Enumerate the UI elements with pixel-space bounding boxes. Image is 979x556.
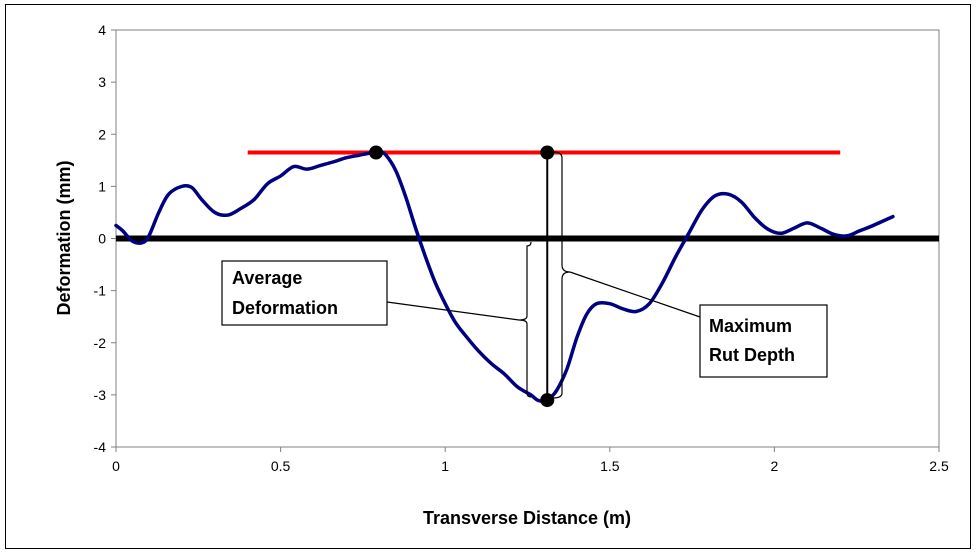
y-tick-label: -3 <box>94 387 107 403</box>
y-tick-label: 0 <box>98 231 106 247</box>
x-tick-label: 1 <box>441 458 449 474</box>
y-tick-label: 4 <box>98 22 106 38</box>
max-rut-depth-annotation: Maximum Rut Depth <box>699 304 828 378</box>
y-axis: -4 -3 -2 -1 0 1 2 3 4 <box>94 22 116 455</box>
x-axis: 0 0.5 1 1.5 2 2.5 <box>112 447 949 474</box>
x-tick-label: 1.5 <box>600 458 620 474</box>
average-deformation-brace <box>518 241 532 398</box>
x-tick-label: 2 <box>771 458 779 474</box>
x-tick-label: 2.5 <box>929 458 949 474</box>
data-marker <box>540 145 555 160</box>
y-tick-label: 2 <box>98 126 106 142</box>
markers <box>369 145 555 408</box>
y-tick-label: -4 <box>94 439 107 455</box>
y-tick-label: 3 <box>98 74 106 90</box>
average-deformation-annotation: Average Deformation <box>221 260 388 326</box>
y-tick-label: -2 <box>94 335 107 351</box>
x-axis-title: Transverse Distance (m) <box>423 508 631 528</box>
annotation-box <box>221 260 388 326</box>
y-tick-label: -1 <box>94 283 107 299</box>
max-rut-depth-leader <box>569 271 701 318</box>
data-marker <box>369 145 384 160</box>
x-tick-label: 0.5 <box>271 458 291 474</box>
data-marker <box>540 393 555 408</box>
annotation-line: Rut Depth <box>709 345 795 365</box>
annotation-line: Average <box>232 268 302 288</box>
y-axis-title: Deformation (mm) <box>54 160 74 315</box>
annotation-box <box>699 304 828 378</box>
average-deformation-leader <box>386 301 520 321</box>
max-rut-depth-brace <box>552 151 571 399</box>
y-tick-label: 1 <box>98 178 106 194</box>
chart-frame <box>5 4 971 549</box>
annotation-line: Maximum <box>709 316 792 336</box>
annotation-line: Deformation <box>232 298 338 318</box>
deformation-series-line <box>114 149 895 404</box>
x-tick-label: 0 <box>112 458 120 474</box>
